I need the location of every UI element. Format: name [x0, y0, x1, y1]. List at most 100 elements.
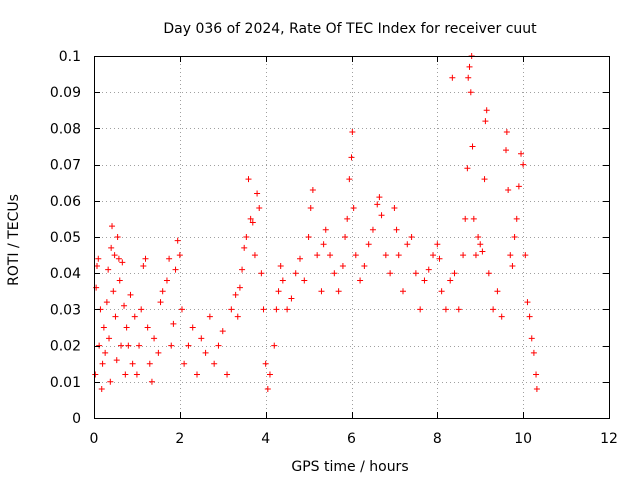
- data-point: [99, 360, 106, 367]
- y-tick-label: 0.03: [50, 302, 81, 318]
- data-point: [305, 234, 312, 240]
- data-point: [292, 270, 299, 277]
- data-point: [498, 313, 505, 320]
- data-point: [436, 255, 443, 262]
- data-point: [254, 190, 261, 197]
- y-axis-label: ROTI / TECUs: [6, 194, 22, 286]
- data-point: [178, 306, 185, 313]
- data-point: [129, 360, 136, 367]
- data-point: [528, 335, 535, 342]
- data-point: [387, 270, 394, 277]
- data-point: [425, 266, 432, 273]
- x-tick-label: 8: [433, 431, 442, 447]
- data-point: [335, 288, 342, 295]
- data-point: [465, 74, 472, 81]
- data-point: [108, 244, 115, 251]
- data-point: [369, 226, 376, 233]
- data-point: [339, 262, 346, 269]
- data-point: [505, 186, 512, 193]
- data-point: [322, 226, 329, 233]
- data-point: [455, 306, 462, 313]
- y-tick-label: 0.09: [50, 85, 81, 101]
- data-point: [219, 328, 226, 335]
- data-point: [349, 129, 356, 136]
- data-point: [251, 252, 258, 259]
- y-tick-label: 0.04: [50, 266, 81, 282]
- x-tick-label: 2: [175, 431, 184, 447]
- y-tick-label: 0.08: [50, 121, 81, 137]
- data-point: [256, 205, 263, 212]
- data-point: [215, 342, 222, 349]
- data-point: [503, 147, 509, 154]
- data-point: [202, 349, 209, 356]
- data-point: [395, 252, 402, 259]
- axis-ticks: [94, 56, 610, 419]
- data-point: [110, 288, 117, 295]
- data-point: [106, 335, 113, 342]
- data-point: [277, 262, 284, 269]
- data-point: [133, 371, 140, 378]
- data-point: [442, 306, 449, 313]
- data-point: [239, 266, 246, 273]
- data-point: [365, 241, 372, 248]
- data-point: [284, 306, 291, 313]
- data-point: [211, 360, 218, 367]
- data-point: [142, 255, 149, 262]
- data-point: [483, 107, 490, 114]
- data-point: [346, 176, 353, 183]
- data-point: [109, 223, 116, 230]
- data-point: [181, 360, 188, 367]
- data-point: [447, 277, 454, 284]
- data-point: [264, 386, 271, 393]
- data-point: [159, 288, 166, 295]
- x-tick-label: 10: [514, 431, 532, 447]
- data-point: [94, 262, 101, 269]
- data-point: [275, 288, 282, 295]
- data-point: [234, 313, 241, 320]
- data-point: [331, 270, 338, 277]
- data-point: [520, 161, 527, 168]
- data-point: [522, 252, 529, 259]
- data-point: [146, 360, 153, 367]
- data-point: [320, 241, 327, 248]
- data-point: [102, 349, 109, 356]
- data-point: [119, 259, 126, 266]
- data-point: [198, 335, 205, 342]
- data-point: [136, 342, 143, 349]
- data-point: [391, 205, 398, 212]
- data-point: [163, 277, 170, 284]
- data-point: [451, 270, 458, 277]
- data-point: [279, 277, 286, 284]
- data-point: [113, 357, 120, 364]
- y-tick-label: 0.07: [50, 158, 81, 174]
- data-point: [116, 277, 123, 284]
- data-point: [100, 324, 107, 331]
- y-tick-label: 0.02: [50, 339, 81, 355]
- data-point: [526, 313, 533, 320]
- data-point: [408, 234, 415, 240]
- data-point: [115, 255, 122, 262]
- data-point: [189, 324, 196, 331]
- data-point: [509, 262, 516, 269]
- data-point: [148, 378, 155, 385]
- data-point: [266, 371, 273, 378]
- data-point: [361, 262, 368, 269]
- data-point: [515, 183, 522, 190]
- data-point: [166, 255, 173, 262]
- y-tick-label: 0.01: [50, 375, 81, 391]
- data-point: [490, 306, 497, 313]
- data-point: [176, 252, 183, 259]
- data-point: [107, 378, 114, 385]
- data-point: [342, 234, 349, 240]
- data-point: [479, 248, 486, 255]
- x-axis-label: GPS time / hours: [291, 459, 408, 475]
- data-point: [348, 154, 355, 161]
- data-point: [449, 74, 456, 81]
- data-point: [327, 252, 334, 259]
- data-point: [430, 252, 437, 259]
- data-point: [393, 226, 400, 233]
- data-point: [533, 371, 540, 378]
- data-point: [472, 252, 479, 259]
- data-point: [503, 129, 510, 136]
- data-point: [122, 371, 129, 378]
